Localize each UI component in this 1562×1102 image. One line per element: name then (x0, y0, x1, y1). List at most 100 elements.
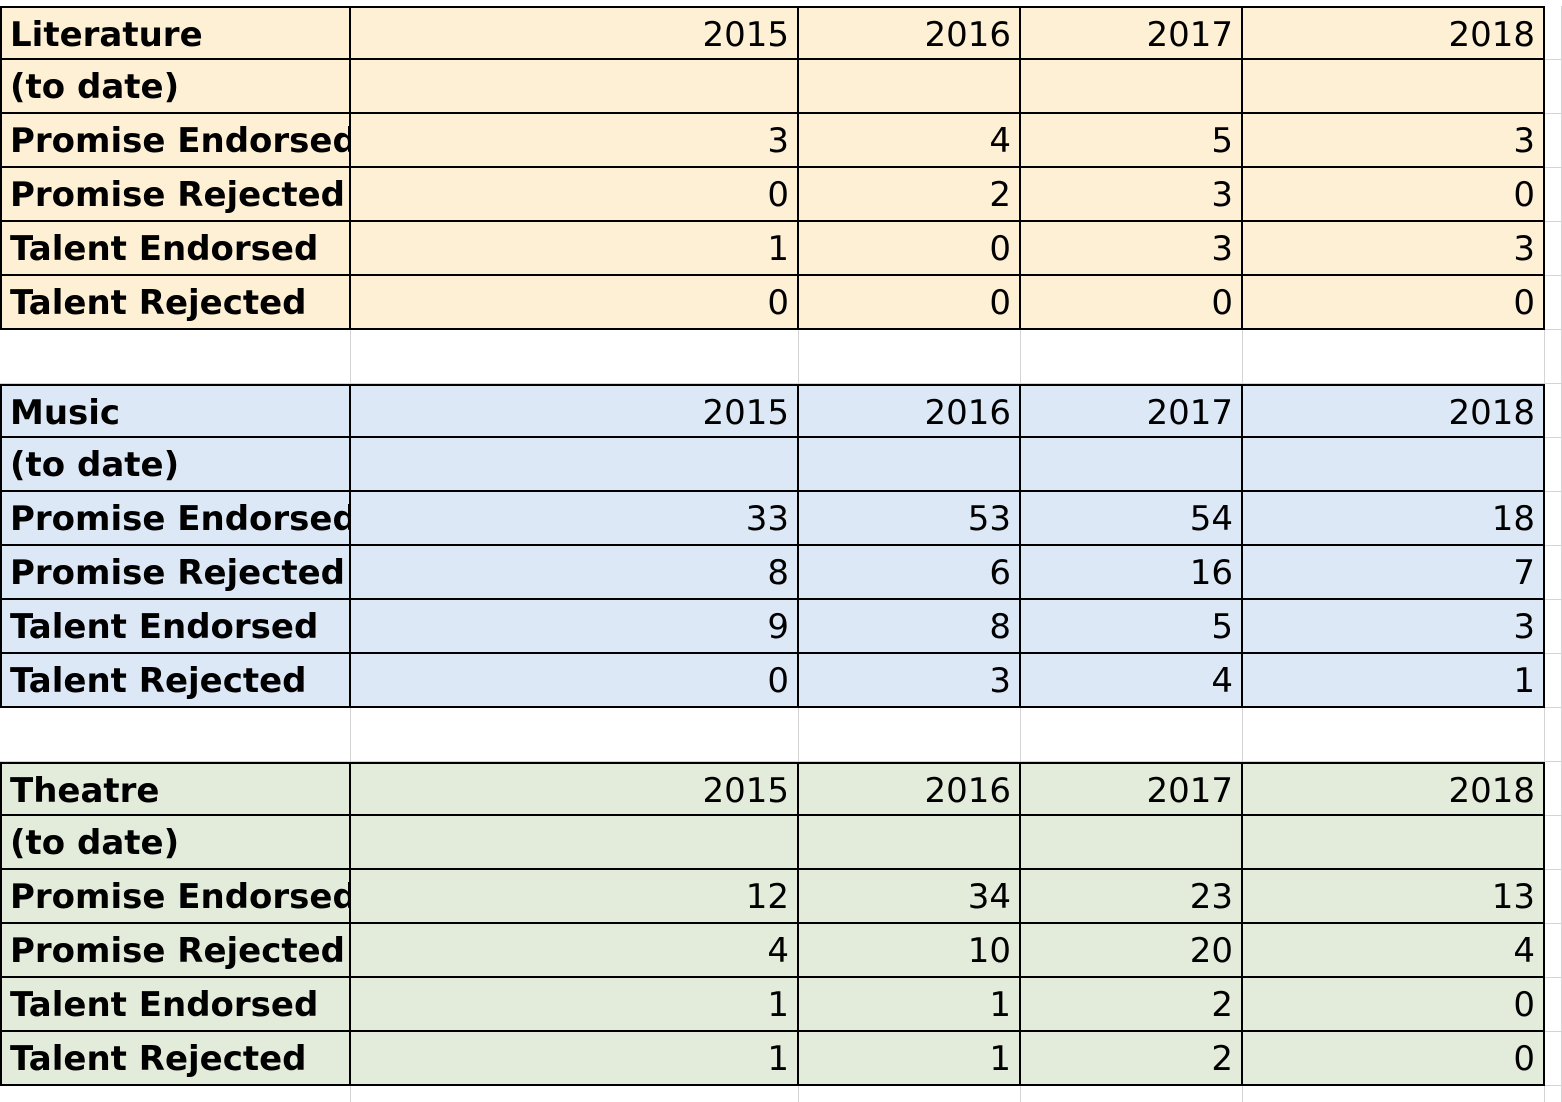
empty-cell[interactable] (1243, 60, 1545, 114)
empty-cell[interactable] (1545, 114, 1562, 168)
empty-cell[interactable] (799, 708, 1021, 762)
row-label-cell[interactable]: Promise Endorsed (0, 870, 351, 924)
section-subtitle-cell[interactable]: (to date) (0, 438, 351, 492)
row-label-cell[interactable]: Talent Endorsed (0, 222, 351, 276)
empty-cell[interactable] (1021, 708, 1243, 762)
value-cell[interactable]: 1 (799, 978, 1021, 1032)
empty-cell[interactable] (1545, 978, 1562, 1032)
empty-cell[interactable] (1021, 438, 1243, 492)
year-header-cell[interactable]: 2018 (1243, 6, 1545, 60)
empty-cell[interactable] (1243, 816, 1545, 870)
value-cell[interactable]: 6 (799, 546, 1021, 600)
value-cell[interactable]: 1 (1243, 654, 1545, 708)
row-label-cell[interactable]: Promise Rejected (0, 546, 351, 600)
value-cell[interactable]: 0 (799, 276, 1021, 330)
section-title-cell[interactable]: Theatre (0, 762, 351, 816)
year-header-cell[interactable]: 2018 (1243, 384, 1545, 438)
value-cell[interactable]: 3 (1021, 222, 1243, 276)
empty-cell[interactable] (1545, 600, 1562, 654)
row-label-cell[interactable]: Talent Endorsed (0, 978, 351, 1032)
empty-cell[interactable] (1545, 492, 1562, 546)
year-header-cell[interactable]: 2018 (1243, 762, 1545, 816)
empty-cell[interactable] (1243, 1086, 1545, 1102)
empty-cell[interactable] (1545, 816, 1562, 870)
row-label-cell[interactable]: Talent Rejected (0, 1032, 351, 1086)
row-label-cell[interactable]: Promise Rejected (0, 924, 351, 978)
empty-cell[interactable] (0, 330, 351, 384)
value-cell[interactable]: 5 (1021, 600, 1243, 654)
empty-cell[interactable] (351, 438, 799, 492)
empty-cell[interactable] (1545, 654, 1562, 708)
empty-cell[interactable] (351, 708, 799, 762)
row-label-cell[interactable]: Talent Endorsed (0, 600, 351, 654)
year-header-cell[interactable]: 2017 (1021, 762, 1243, 816)
value-cell[interactable]: 4 (799, 114, 1021, 168)
value-cell[interactable]: 3 (1021, 168, 1243, 222)
value-cell[interactable]: 12 (351, 870, 799, 924)
empty-cell[interactable] (1545, 924, 1562, 978)
empty-cell[interactable] (0, 1086, 351, 1102)
empty-cell[interactable] (799, 1086, 1021, 1102)
value-cell[interactable]: 3 (351, 114, 799, 168)
value-cell[interactable]: 5 (1021, 114, 1243, 168)
value-cell[interactable]: 4 (351, 924, 799, 978)
value-cell[interactable]: 54 (1021, 492, 1243, 546)
value-cell[interactable]: 0 (351, 168, 799, 222)
empty-cell[interactable] (351, 60, 799, 114)
value-cell[interactable]: 33 (351, 492, 799, 546)
value-cell[interactable]: 0 (1243, 978, 1545, 1032)
row-label-cell[interactable]: Promise Endorsed (0, 492, 351, 546)
value-cell[interactable]: 13 (1243, 870, 1545, 924)
value-cell[interactable]: 20 (1021, 924, 1243, 978)
empty-cell[interactable] (1243, 330, 1545, 384)
value-cell[interactable]: 0 (1243, 1032, 1545, 1086)
value-cell[interactable]: 0 (799, 222, 1021, 276)
value-cell[interactable]: 10 (799, 924, 1021, 978)
empty-cell[interactable] (1545, 708, 1562, 762)
value-cell[interactable]: 3 (1243, 222, 1545, 276)
empty-cell[interactable] (1545, 1086, 1562, 1102)
row-label-cell[interactable]: Promise Endorsed (0, 114, 351, 168)
empty-cell[interactable] (1545, 60, 1562, 114)
value-cell[interactable]: 4 (1243, 924, 1545, 978)
value-cell[interactable]: 0 (1021, 276, 1243, 330)
empty-cell[interactable] (1021, 816, 1243, 870)
value-cell[interactable]: 3 (1243, 114, 1545, 168)
value-cell[interactable]: 1 (351, 222, 799, 276)
value-cell[interactable]: 3 (1243, 600, 1545, 654)
year-header-cell[interactable]: 2016 (799, 6, 1021, 60)
year-header-cell[interactable]: 2016 (799, 384, 1021, 438)
empty-cell[interactable] (1545, 222, 1562, 276)
value-cell[interactable]: 7 (1243, 546, 1545, 600)
year-header-cell[interactable]: 2015 (351, 6, 799, 60)
value-cell[interactable]: 9 (351, 600, 799, 654)
empty-cell[interactable] (1545, 330, 1562, 384)
empty-cell[interactable] (1545, 6, 1562, 60)
year-header-cell[interactable]: 2015 (351, 384, 799, 438)
empty-cell[interactable] (1545, 546, 1562, 600)
value-cell[interactable]: 0 (351, 276, 799, 330)
value-cell[interactable]: 2 (799, 168, 1021, 222)
section-title-cell[interactable]: Music (0, 384, 351, 438)
value-cell[interactable]: 2 (1021, 978, 1243, 1032)
empty-cell[interactable] (1545, 276, 1562, 330)
empty-cell[interactable] (1243, 438, 1545, 492)
empty-cell[interactable] (1021, 60, 1243, 114)
empty-cell[interactable] (351, 816, 799, 870)
empty-cell[interactable] (351, 1086, 799, 1102)
value-cell[interactable]: 3 (799, 654, 1021, 708)
value-cell[interactable]: 1 (351, 978, 799, 1032)
year-header-cell[interactable]: 2017 (1021, 6, 1243, 60)
row-label-cell[interactable]: Talent Rejected (0, 654, 351, 708)
empty-cell[interactable] (1545, 168, 1562, 222)
value-cell[interactable]: 4 (1021, 654, 1243, 708)
section-title-cell[interactable]: Literature (0, 6, 351, 60)
empty-cell[interactable] (799, 816, 1021, 870)
value-cell[interactable]: 34 (799, 870, 1021, 924)
empty-cell[interactable] (799, 60, 1021, 114)
empty-cell[interactable] (1021, 1086, 1243, 1102)
value-cell[interactable]: 0 (1243, 276, 1545, 330)
year-header-cell[interactable]: 2015 (351, 762, 799, 816)
empty-cell[interactable] (1021, 330, 1243, 384)
value-cell[interactable]: 23 (1021, 870, 1243, 924)
